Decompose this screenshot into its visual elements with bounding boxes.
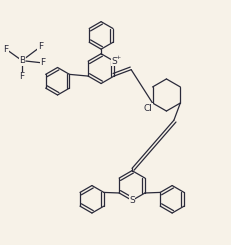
Text: +: + xyxy=(115,55,120,60)
Text: F: F xyxy=(40,58,45,67)
Text: S: S xyxy=(111,57,116,66)
Text: F: F xyxy=(19,72,24,81)
Text: F: F xyxy=(3,45,9,54)
Text: F: F xyxy=(38,42,43,51)
Text: B: B xyxy=(19,56,25,65)
Text: S: S xyxy=(129,196,134,205)
Text: Cl: Cl xyxy=(143,104,151,113)
